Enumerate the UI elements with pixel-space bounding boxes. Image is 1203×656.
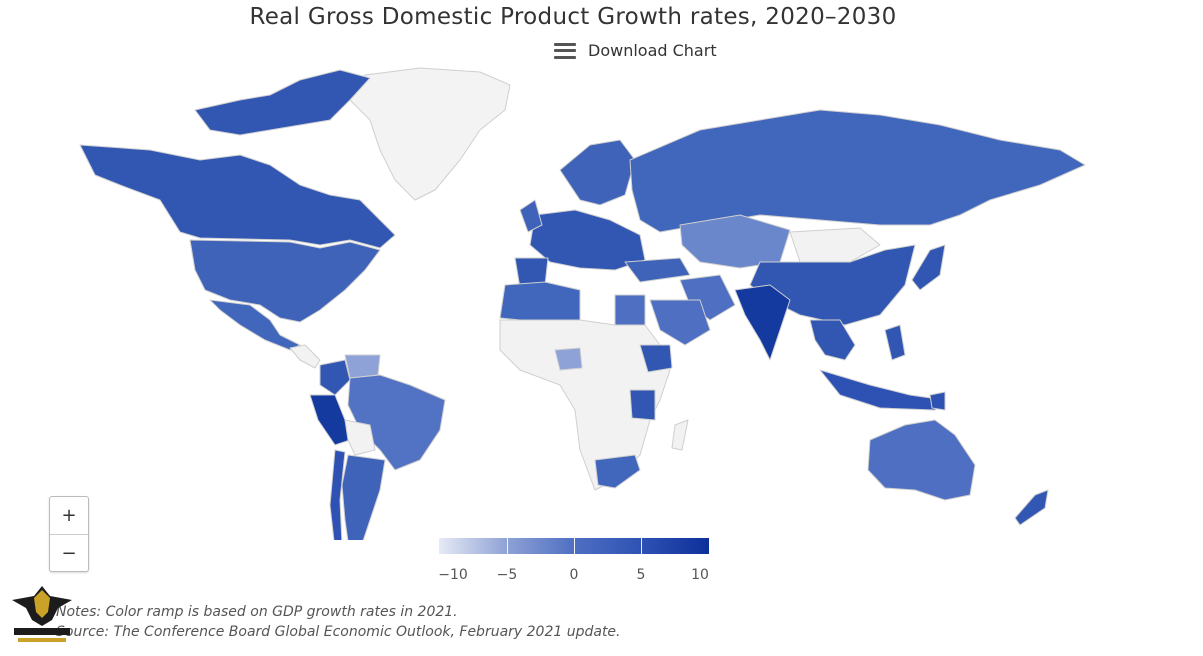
zoom-control: + −: [49, 496, 89, 572]
region-south-africa[interactable]: [594, 454, 641, 489]
region-canada-islands[interactable]: [194, 69, 371, 136]
legend-tick: [507, 538, 508, 554]
region-new-zealand[interactable]: [1014, 489, 1049, 526]
legend-label: −5: [496, 567, 518, 583]
region-central-america[interactable]: [289, 344, 321, 369]
region-uk[interactable]: [519, 199, 543, 233]
region-png[interactable]: [929, 391, 946, 411]
region-brazil[interactable]: [347, 374, 446, 471]
region-argentina[interactable]: [341, 454, 386, 540]
zoom-in-button[interactable]: +: [50, 497, 88, 534]
arab-defense-forum-logo: [8, 586, 76, 652]
zoom-out-button[interactable]: −: [50, 535, 88, 572]
source-text: Source: The Conference Board Global Econ…: [56, 624, 621, 640]
region-canada[interactable]: [79, 144, 396, 249]
zoom-divider: [50, 534, 88, 535]
region-kazakhstan[interactable]: [679, 214, 791, 269]
region-venezuela[interactable]: [344, 354, 381, 379]
region-russia[interactable]: [629, 109, 1086, 233]
menu-icon: [554, 42, 576, 59]
eagle-shield-icon: [12, 586, 72, 642]
region-africa-nodata[interactable]: [499, 319, 671, 491]
region-chile[interactable]: [329, 449, 346, 540]
region-north-africa[interactable]: [499, 281, 581, 326]
legend-tick: [574, 538, 575, 554]
region-egypt[interactable]: [614, 294, 646, 326]
region-peru[interactable]: [309, 394, 351, 446]
legend-label: −10: [438, 567, 468, 583]
region-se-asia[interactable]: [809, 319, 856, 361]
legend-tick: [641, 538, 642, 554]
region-greenland[interactable]: [349, 67, 511, 201]
region-madagascar[interactable]: [671, 419, 689, 451]
chart-title: Real Gross Domestic Product Growth rates…: [249, 4, 897, 30]
notes-text: Notes: Color ramp is based on GDP growth…: [56, 604, 458, 620]
region-india[interactable]: [734, 284, 791, 361]
region-turkey[interactable]: [624, 257, 691, 283]
region-usa[interactable]: [189, 239, 381, 323]
download-chart-label: Download Chart: [588, 41, 717, 60]
legend-label: 5: [636, 567, 646, 583]
download-chart-button[interactable]: Download Chart: [554, 41, 717, 60]
region-mongolia[interactable]: [789, 227, 881, 263]
region-australia[interactable]: [867, 419, 976, 501]
region-scandinavia[interactable]: [559, 139, 636, 206]
legend-label: 0: [569, 567, 579, 583]
region-nigeria[interactable]: [554, 347, 583, 371]
region-saudi[interactable]: [649, 299, 711, 346]
region-indonesia[interactable]: [819, 369, 946, 411]
region-ethiopia[interactable]: [639, 344, 673, 373]
region-bolivia[interactable]: [344, 419, 376, 456]
legend-label: 10: [691, 567, 709, 583]
region-colombia[interactable]: [319, 359, 351, 396]
world-map[interactable]: [0, 60, 1150, 540]
region-japan[interactable]: [911, 244, 946, 291]
region-philippines[interactable]: [884, 324, 906, 361]
region-tanzania[interactable]: [629, 389, 656, 421]
